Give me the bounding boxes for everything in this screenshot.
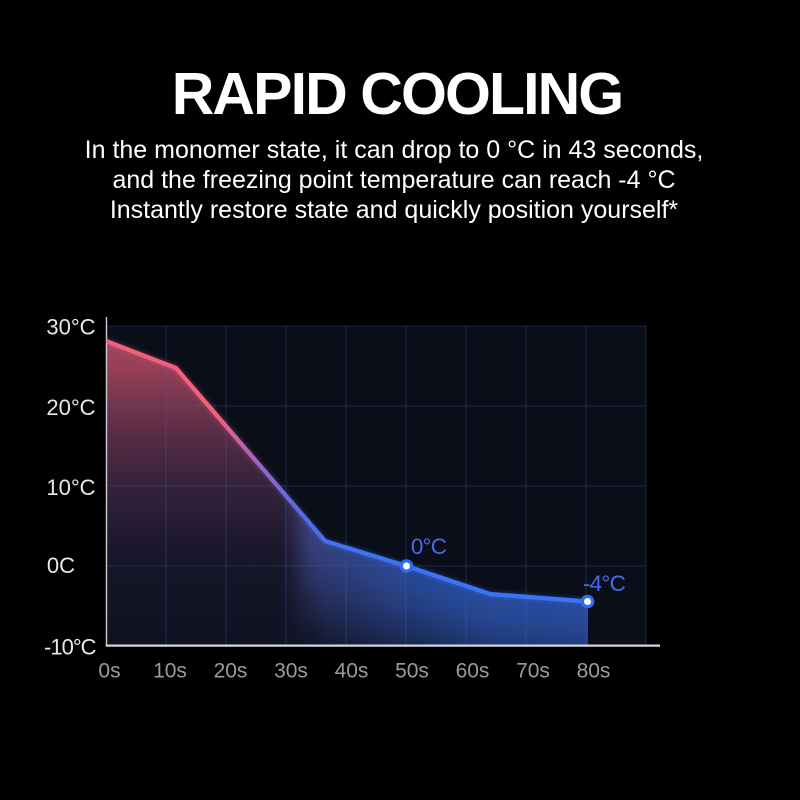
svg-text:40s: 40s: [335, 660, 369, 683]
svg-text:-10°C: -10°C: [44, 635, 97, 660]
svg-text:10°C: 10°C: [46, 475, 95, 500]
svg-text:30°C: 30°C: [46, 315, 95, 340]
svg-text:50s: 50s: [395, 660, 429, 683]
svg-text:0s: 0s: [98, 660, 120, 683]
svg-text:70s: 70s: [516, 660, 550, 683]
svg-text:10s: 10s: [153, 660, 187, 683]
svg-text:-4°C: -4°C: [583, 571, 626, 596]
svg-text:30s: 30s: [274, 660, 308, 683]
svg-text:80s: 80s: [577, 660, 611, 683]
svg-text:20s: 20s: [214, 660, 248, 683]
svg-text:0C: 0C: [47, 553, 75, 578]
svg-text:0°C: 0°C: [411, 534, 447, 559]
svg-text:20°C: 20°C: [46, 395, 95, 420]
svg-text:60s: 60s: [456, 660, 490, 683]
